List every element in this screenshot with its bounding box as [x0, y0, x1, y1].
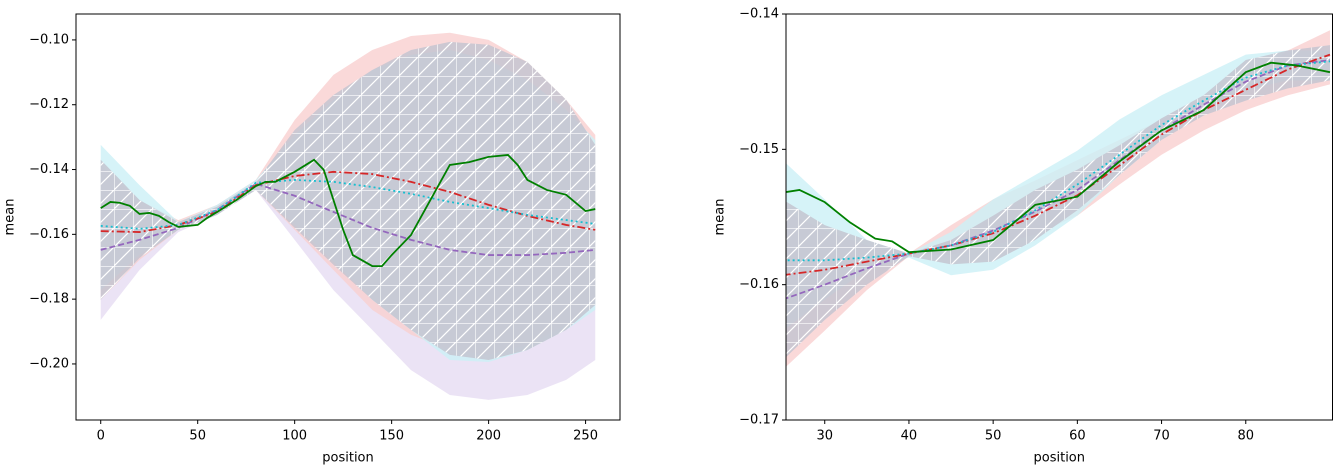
x-tick-label: 150	[379, 429, 404, 444]
x-tick-label: 0	[97, 429, 105, 444]
y-tick-label: −0.14	[29, 162, 69, 177]
plot-area	[100, 32, 596, 400]
series-line	[786, 53, 1331, 276]
plot-area	[786, 30, 1331, 367]
band-hatch	[786, 45, 1330, 358]
x-tick-label: 70	[1153, 429, 1170, 444]
y-tick-label: −0.12	[29, 97, 69, 112]
band-hatch	[100, 41, 596, 361]
x-axis-label: position	[322, 451, 374, 466]
x-tick-label: 30	[816, 429, 833, 444]
series-line	[786, 60, 1331, 262]
x-tick-label: 200	[476, 429, 501, 444]
y-tick-label: −0.20	[29, 356, 69, 371]
x-tick-label: 50	[189, 429, 206, 444]
series-line	[100, 154, 596, 267]
y-tick-label: −0.16	[29, 227, 69, 242]
x-tick-label: 100	[282, 429, 307, 444]
series-line	[100, 170, 596, 233]
y-axis-label: mean	[713, 199, 728, 236]
series-line	[100, 182, 596, 256]
y-tick-label: −0.16	[739, 277, 779, 292]
y-axis-label: mean	[3, 199, 18, 236]
x-axis-label: position	[1034, 451, 1086, 466]
y-tick-label: −0.10	[29, 32, 69, 47]
y-tick-label: −0.18	[29, 292, 69, 307]
y-tick-label: −0.17	[739, 413, 779, 428]
series-line	[786, 61, 1331, 254]
x-tick-label: 50	[985, 429, 1002, 444]
x-tick-label: 250	[573, 429, 598, 444]
y-tick-label: −0.15	[739, 142, 779, 157]
x-tick-label: 40	[901, 429, 918, 444]
x-tick-label: 60	[1069, 429, 1086, 444]
x-tick-label: 80	[1237, 429, 1254, 444]
axes-frame	[75, 13, 621, 421]
y-tick-label: −0.14	[739, 7, 779, 22]
